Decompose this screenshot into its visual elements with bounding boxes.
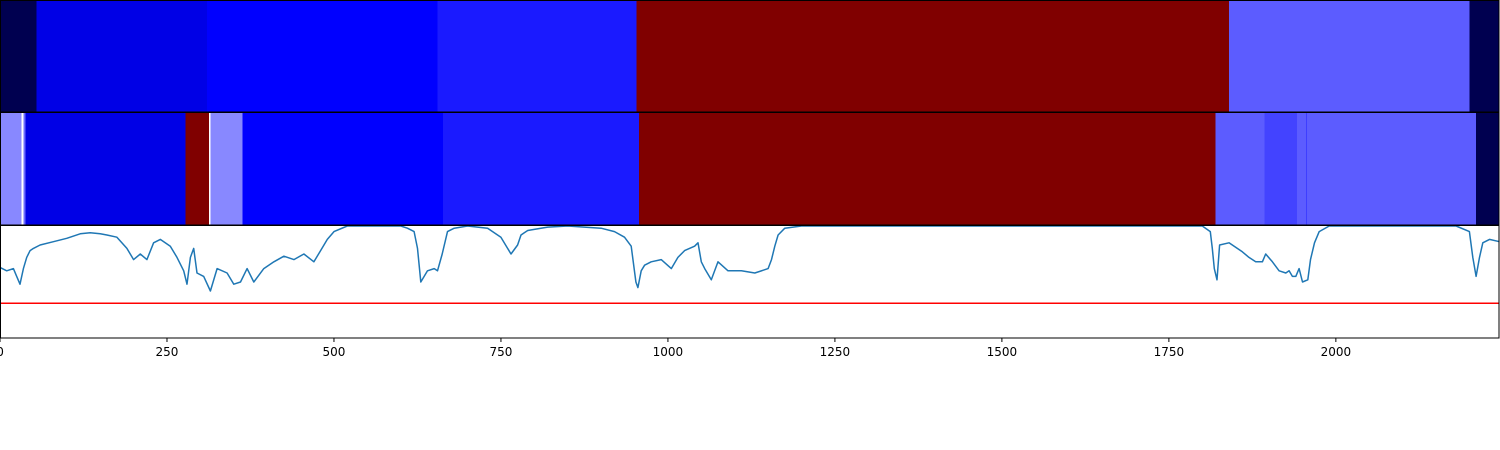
x-tick-label: 250	[156, 345, 179, 359]
heatmap-segment	[1264, 113, 1298, 225]
line-plot-panel	[0, 225, 1500, 339]
x-tick-label: 1250	[820, 345, 851, 359]
heatmap-segment	[442, 113, 640, 225]
x-tick-label: 1750	[1154, 345, 1185, 359]
x-tick-label: 1000	[653, 345, 684, 359]
heatmap-segment	[207, 1, 438, 112]
heatmap-segment	[242, 113, 443, 225]
heatmap-segment	[25, 113, 186, 225]
heatmap-segment	[1469, 1, 1500, 112]
heatmap-segment	[1297, 113, 1306, 225]
heatmap-segment	[1476, 113, 1500, 225]
heatmap-segment	[636, 1, 1229, 112]
heatmap-segment	[437, 1, 637, 112]
x-tick-label: 0	[0, 345, 4, 359]
x-tick-label: 500	[323, 345, 346, 359]
series-line	[0, 225, 1500, 292]
heatmap-segment	[639, 113, 1216, 225]
top-heatmap-panel	[0, 0, 1500, 113]
heatmap-segment	[1228, 1, 1470, 112]
heatmap-segment	[0, 113, 22, 225]
heatmap-segment	[210, 113, 243, 225]
panel-frame	[0, 225, 1500, 339]
heatmap-segment	[0, 1, 37, 112]
heatmap-segment	[1215, 113, 1265, 225]
x-tick-label: 2000	[1321, 345, 1352, 359]
heatmap-segment	[36, 1, 208, 112]
heatmap-segment	[1307, 113, 1477, 225]
heatmap-segment	[185, 113, 210, 225]
heatmap-segment	[23, 113, 26, 225]
x-tick-label: 750	[489, 345, 512, 359]
heatmap-segment	[209, 113, 211, 225]
heatmap-segment	[21, 113, 24, 225]
x-tick-label: 1500	[987, 345, 1018, 359]
heatmap-segment	[1305, 113, 1308, 225]
x-axis: 0 250 500 750 1000 1250 1500 1750 2000	[0, 338, 1351, 359]
middle-heatmap-panel	[0, 112, 1500, 226]
